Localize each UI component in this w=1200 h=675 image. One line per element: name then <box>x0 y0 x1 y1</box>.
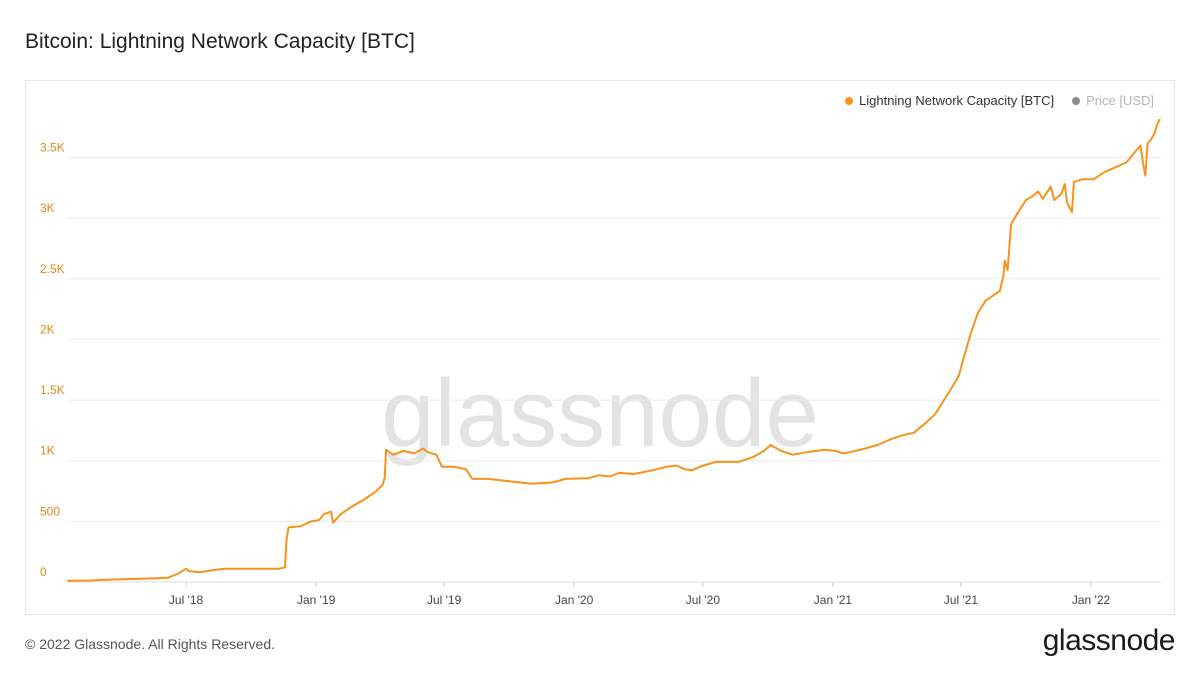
brand-logo[interactable]: glassnode <box>1042 624 1176 657</box>
y-tick-label: 0 <box>40 565 47 579</box>
chart-title: Bitcoin: Lightning Network Capacity [BTC… <box>25 30 415 53</box>
copyright-text: © 2022 Glassnode. All Rights Reserved. <box>25 636 276 652</box>
legend: Lightning Network Capacity [BTC] Price [… <box>845 93 1154 108</box>
x-tick-label: Jul '19 <box>427 593 462 607</box>
y-tick-label: 1.5K <box>40 383 65 397</box>
x-tick-label: Jul '18 <box>169 593 204 607</box>
legend-dot-price <box>1072 96 1081 105</box>
y-tick-label: 500 <box>40 504 60 518</box>
legend-item-price[interactable]: Price [USD] <box>1072 93 1154 108</box>
legend-label-price: Price [USD] <box>1086 93 1154 108</box>
x-tick-label: Jan '22 <box>1072 593 1111 607</box>
chart-svg[interactable]: glassnode 0 500 1K 1.5K 2K 2.5K 3K 3.5K Jul '18… <box>26 81 1174 614</box>
series-layer[interactable] <box>67 118 1161 582</box>
legend-dot-capacity <box>845 96 853 105</box>
watermark: glassnode <box>381 360 819 467</box>
y-tick-label: 2K <box>40 322 55 336</box>
y-tick-label: 2.5K <box>40 262 65 276</box>
y-axis: 0 500 1K 1.5K 2K 2.5K 3K 3.5K <box>40 141 65 579</box>
x-tick-label: Jul '21 <box>944 593 979 607</box>
x-tick-label: Jan '20 <box>555 593 594 607</box>
legend-label-capacity: Lightning Network Capacity [BTC] <box>859 93 1055 108</box>
x-tick-label: Jul '20 <box>686 593 721 607</box>
y-tick-label: 3.5K <box>40 141 65 155</box>
y-tick-label: 3K <box>40 201 55 215</box>
chart-frame: glassnode 0 500 1K 1.5K 2K 2.5K 3K 3.5K Jul '18… <box>25 80 1175 615</box>
legend-item-capacity[interactable]: Lightning Network Capacity [BTC] <box>845 93 1054 108</box>
y-tick-label: 1K <box>40 444 55 458</box>
series-line-capacity[interactable] <box>67 118 1161 582</box>
x-axis: Jul '18 Jan '19 Jul '19 Jan '20 Jul '20 Jan '… <box>68 581 1161 607</box>
x-tick-label: Jan '19 <box>297 593 336 607</box>
x-tick-label: Jan '21 <box>814 593 853 607</box>
grid <box>68 157 1161 583</box>
